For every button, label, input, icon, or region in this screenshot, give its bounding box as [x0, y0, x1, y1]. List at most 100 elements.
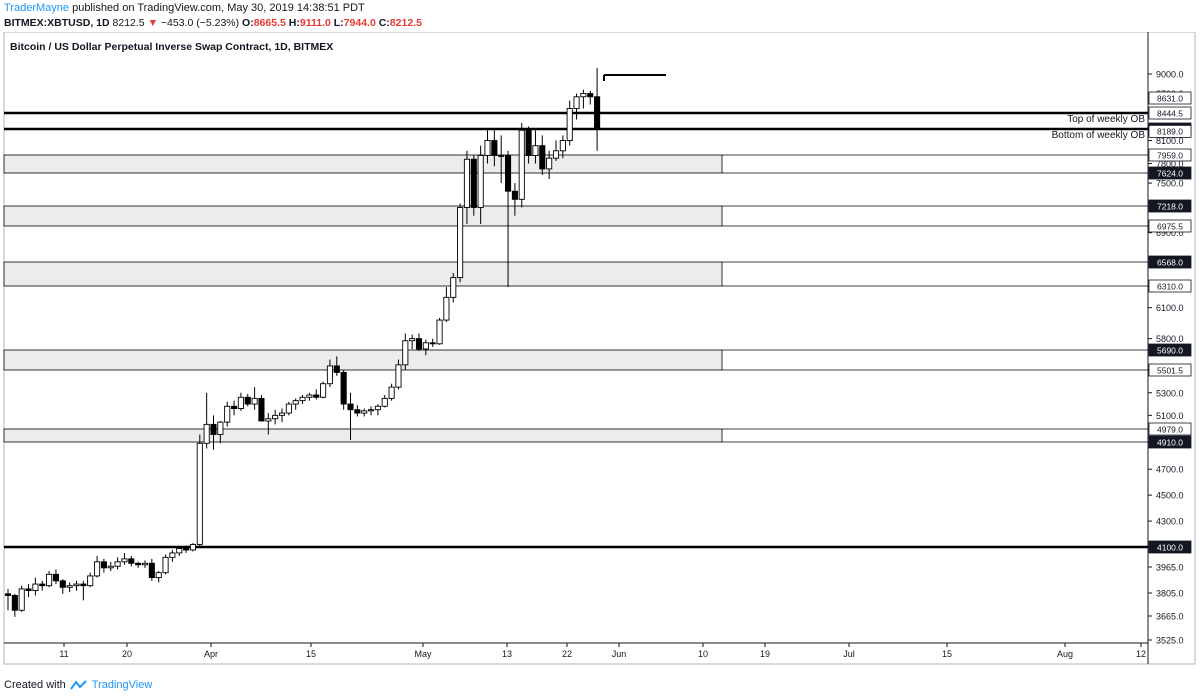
- high-value: 9111.0: [299, 17, 331, 29]
- candle-body-82: [566, 108, 573, 141]
- candle-body-16: [114, 561, 121, 567]
- price-label-box-1: [1148, 106, 1192, 120]
- time-tick-label-12: Aug: [1057, 649, 1073, 659]
- price-tick-label-18: 4300.0: [1156, 517, 1184, 527]
- candle-body-2: [18, 588, 25, 611]
- candle-body-13: [93, 561, 101, 577]
- candle-body-53: [368, 409, 375, 412]
- candle-body-44: [306, 394, 313, 398]
- price-tick-label-22: 3665.0: [1156, 612, 1184, 622]
- candle-body-17: [121, 558, 128, 563]
- price-labels-layer: 8631.08444.58212.58189.07959.07624.07218…: [1148, 91, 1192, 554]
- candle-body-56: [388, 386, 395, 399]
- last-price: 8212.5: [112, 17, 145, 29]
- candle-body-33: [230, 405, 238, 410]
- annotation-1: Bottom of weekly OB: [1052, 130, 1146, 141]
- time-tick-label-7: Jun: [612, 649, 627, 659]
- price-label-4: 7959.0: [1157, 150, 1183, 160]
- candle-body-11: [80, 583, 87, 587]
- candle-body-78: [539, 145, 546, 170]
- candle-body-3: [25, 588, 32, 592]
- low-value: 7944.0: [343, 17, 376, 29]
- publish-header: TraderMayne published on TradingView.com…: [4, 1, 1194, 35]
- candle-body-72: [498, 155, 505, 157]
- candle-body-37: [258, 397, 265, 422]
- price-chart[interactable]: Bitcoin / US Dollar Perpetual Inverse Sw…: [0, 32, 1200, 674]
- price-tick-label-14: 5100.0: [1156, 411, 1184, 421]
- price-tick-label-10: 6100.0: [1156, 303, 1184, 313]
- price-label-box-0: [1148, 91, 1192, 105]
- candle-body-26: [183, 548, 190, 551]
- candle-body-79: [546, 157, 553, 170]
- candle-body-1: [11, 595, 18, 611]
- price-label-box-4: [1148, 148, 1192, 162]
- price-tick-label-23: 3525.0: [1156, 636, 1184, 646]
- candle-body-30: [210, 423, 217, 435]
- candle-body-83: [573, 96, 580, 109]
- change-value: −453.0 (−5.23%): [160, 17, 240, 29]
- candle-body-27: [189, 543, 197, 551]
- time-tick-label-6: 22: [562, 649, 572, 659]
- chart-title: Bitcoin / US Dollar Perpetual Inverse Sw…: [10, 41, 333, 53]
- candle-body-7: [52, 573, 59, 582]
- candle-body-49: [340, 371, 347, 405]
- candle-body-6: [46, 573, 53, 587]
- candle-body-24: [169, 552, 176, 558]
- price-tick-label-7: 6900.0: [1156, 228, 1184, 238]
- candle-body-69: [477, 155, 484, 208]
- open-label: O:: [242, 17, 254, 29]
- price-label-6: 7218.0: [1157, 201, 1183, 211]
- symbol-label: BITMEX:XBTUSD, 1D: [4, 17, 110, 29]
- candle-body-21: [148, 562, 155, 579]
- high-label: H:: [288, 17, 300, 29]
- candle-body-71: [491, 140, 498, 156]
- candle-body-76: [525, 129, 532, 156]
- price-label-box-8: [1148, 255, 1192, 269]
- price-label-box-5: [1148, 166, 1192, 180]
- time-tick-label-13: 12: [1136, 649, 1146, 659]
- candle-body-9: [66, 585, 73, 588]
- author-link[interactable]: TraderMayne: [4, 2, 70, 14]
- candle-body-74: [511, 190, 518, 200]
- close-label: C:: [378, 17, 390, 29]
- candle-body-40: [278, 412, 286, 416]
- price-label-box-14: [1148, 540, 1192, 554]
- price-label-box-10: [1148, 343, 1192, 357]
- candle-body-8: [59, 580, 66, 588]
- candle-body-19: [135, 562, 142, 566]
- candle-body-39: [272, 414, 279, 420]
- time-tick-label-2: Apr: [204, 649, 218, 659]
- annotations-layer: Top of weekly OB Bottom of weekly OB: [1052, 114, 1146, 141]
- candle-body-68: [470, 158, 477, 208]
- price-label-13: 4910.0: [1157, 437, 1183, 447]
- candle-body-23: [162, 556, 169, 574]
- candle-body-42: [292, 400, 299, 405]
- tradingview-logo-icon: [69, 680, 87, 690]
- price-label-box-12: [1148, 422, 1192, 436]
- supply-zone-2: [3, 261, 723, 287]
- price-tick-label-13: 5300.0: [1156, 388, 1184, 398]
- time-tick-label-5: 13: [502, 649, 512, 659]
- price-label-12: 4979.0: [1157, 424, 1183, 434]
- candle-body-0: [4, 593, 12, 596]
- zones-layer: [3, 154, 1148, 443]
- price-label-11: 5501.5: [1157, 365, 1183, 375]
- price-tick-label-4: 7800.0: [1156, 159, 1184, 169]
- candle-body-48: [333, 365, 340, 373]
- publish-line: TraderMayne published on TradingView.com…: [4, 1, 1194, 16]
- candle-body-15: [107, 565, 114, 569]
- candle-body-36: [251, 397, 258, 405]
- ohlc-line: BITMEX:XBTUSD, 1D 8212.5 ▼ −453.0 (−5.23…: [4, 16, 1194, 30]
- time-tick-label-4: May: [414, 649, 432, 659]
- tradingview-brand[interactable]: TradingView: [91, 679, 153, 691]
- candle-body-64: [443, 296, 450, 321]
- time-tick-label-11: 15: [942, 649, 952, 659]
- candle-body-77: [532, 145, 539, 156]
- candle-body-38: [265, 418, 272, 422]
- candle-body-65: [450, 277, 457, 298]
- candle-body-61: [422, 342, 429, 350]
- candle-body-25: [176, 548, 183, 554]
- candle-body-58: [402, 340, 409, 366]
- annotation-0: Top of weekly OB: [1067, 114, 1145, 125]
- candle-body-29: [203, 423, 210, 444]
